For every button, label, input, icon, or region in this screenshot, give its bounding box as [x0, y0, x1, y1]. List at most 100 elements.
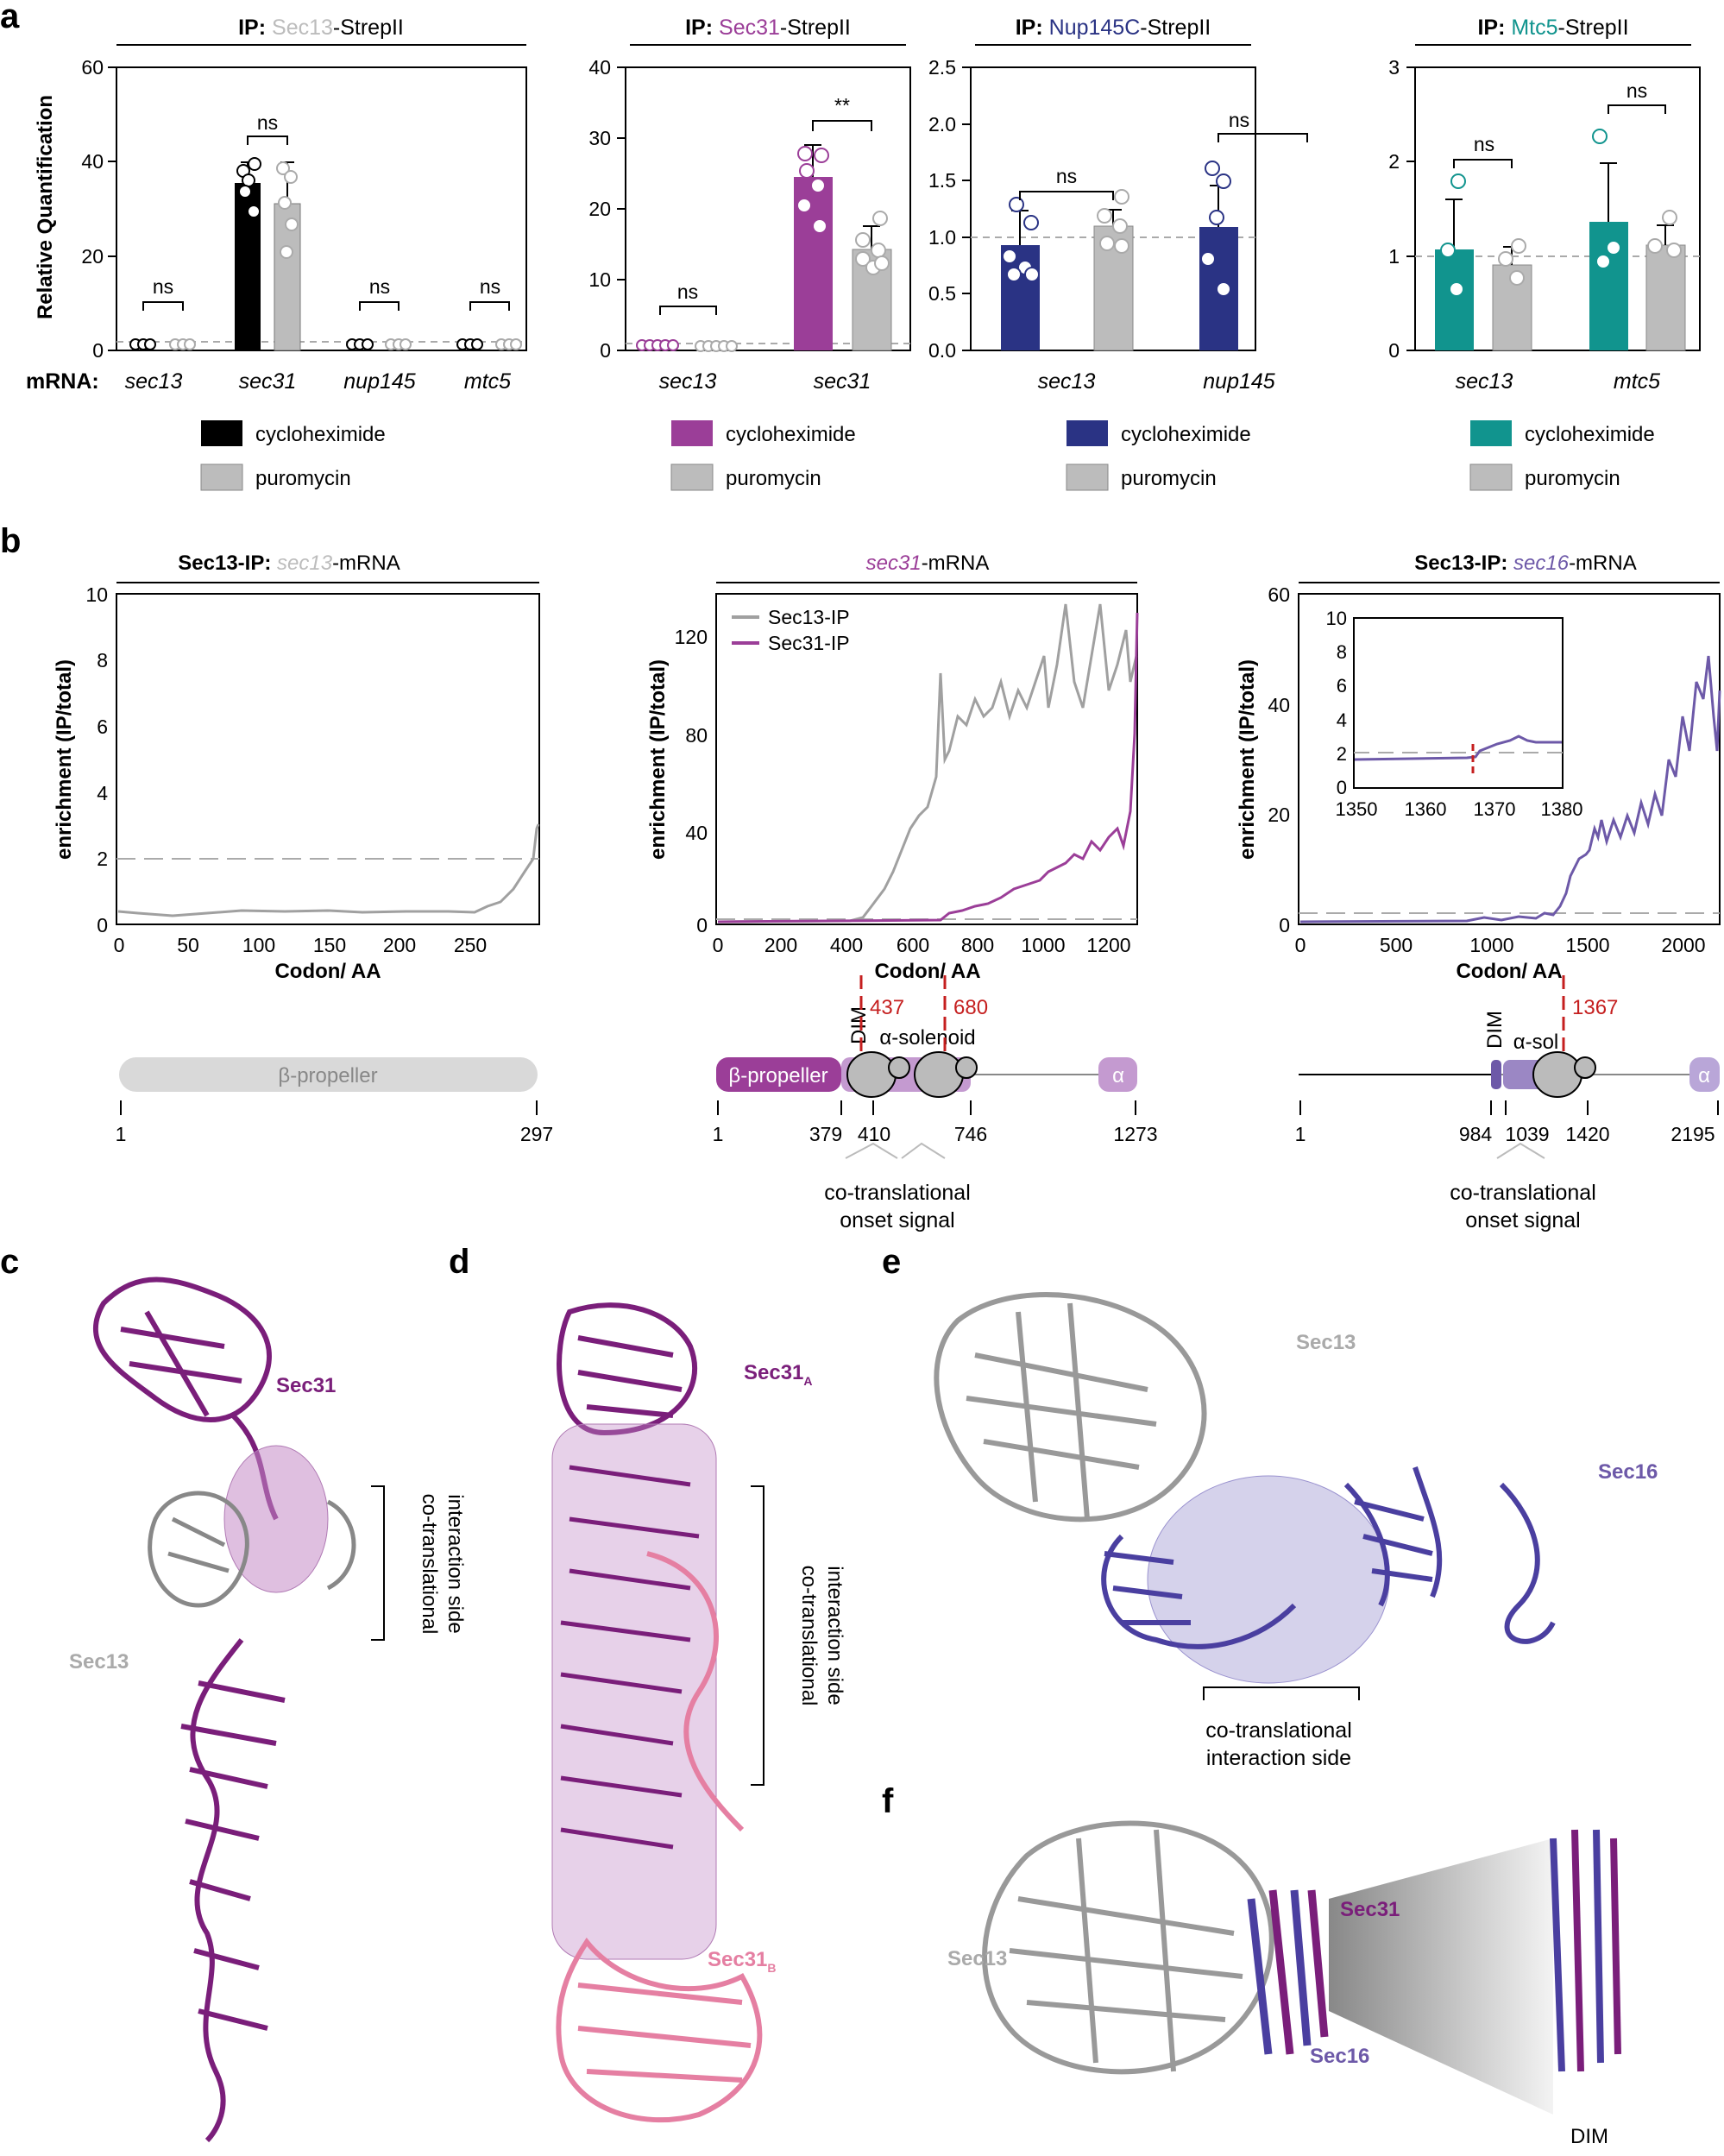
category-label: nup145 [343, 369, 416, 394]
svg-text:0: 0 [114, 934, 125, 956]
svg-text:α: α [1698, 1064, 1710, 1087]
svg-text:20: 20 [1268, 804, 1290, 826]
sec31b-structure [556, 1551, 763, 2123]
svg-text:400: 400 [830, 934, 863, 956]
svg-text:20: 20 [588, 198, 611, 220]
svg-text:250: 250 [454, 934, 487, 956]
svg-text:Sec31: Sec31 [1340, 1898, 1400, 1921]
ribosome-icon [1532, 1051, 1596, 1098]
panel-d-structure: Sec31A Sec31B co-translational interacti… [551, 1302, 846, 2123]
svg-text:10: 10 [85, 583, 108, 606]
chart-a1-ytick: 0 [92, 339, 104, 362]
svg-text:β-propeller: β-propeller [278, 1064, 377, 1087]
svg-text:1: 1 [1295, 1123, 1306, 1145]
svg-text:α-solenoid: α-solenoid [879, 1026, 975, 1050]
sig-ns: ns [153, 275, 173, 298]
svg-text:2000: 2000 [1661, 934, 1705, 956]
category-label: mtc5 [464, 369, 511, 394]
domain-map-sec31: β-propeller α DIM α-solenoid 437 680 1 3… [713, 975, 1158, 1232]
svg-text:nup145: nup145 [1203, 369, 1275, 394]
svg-text:40: 40 [1268, 694, 1290, 716]
panel-label-a: a [0, 0, 20, 35]
panel-label-b: b [0, 522, 21, 560]
svg-text:1200: 1200 [1086, 934, 1130, 956]
chart-a4: IP: Mtc5-StrepII 3 2 1 0 ns ns sec13 mtc… [1388, 16, 1701, 491]
svg-text:1000: 1000 [1469, 934, 1513, 956]
svg-text:1: 1 [1388, 245, 1400, 268]
svg-text:1.5: 1.5 [928, 169, 956, 192]
svg-text:10: 10 [1326, 608, 1347, 629]
legend-swatch-cycloheximide [201, 420, 242, 446]
sec13-propeller-domain [119, 1057, 538, 1092]
chart-a1-frame [116, 66, 527, 351]
svg-text:Sec31B: Sec31B [708, 1948, 777, 1975]
sec13-structure [148, 1491, 356, 1608]
svg-text:297: 297 [520, 1123, 553, 1145]
svg-text:enrichment (IP/total): enrichment (IP/total) [53, 659, 76, 860]
sec31-surface [223, 1445, 329, 1593]
panel-e-structure: Sec13 Sec16 co-translational interaction… [934, 1292, 1658, 1770]
svg-text:800: 800 [961, 934, 994, 956]
svg-text:co-translational: co-translational [1205, 1718, 1352, 1743]
svg-text:680: 680 [953, 996, 988, 1019]
svg-text:40: 40 [685, 822, 708, 844]
svg-text:0: 0 [1337, 777, 1347, 798]
svg-text:Codon/ AA: Codon/ AA [274, 960, 381, 983]
svg-text:Sec13: Sec13 [1296, 1331, 1356, 1354]
svg-text:100: 100 [242, 934, 275, 956]
sig-ns: ns [257, 111, 278, 134]
svg-text:0: 0 [97, 914, 108, 936]
domain-map-sec13: β-propeller 1 297 [116, 1057, 553, 1145]
svg-text:2.5: 2.5 [928, 56, 956, 79]
chart-a2-title: IP: Sec31-StrepII [685, 16, 851, 40]
panel-a: Relative Quantification mRNA: IP: Sec13-… [26, 16, 1701, 491]
sig-ns: ns [480, 275, 500, 298]
legend-swatch-puromycin [200, 463, 243, 491]
svg-text:2: 2 [1388, 150, 1400, 173]
svg-text:30: 30 [588, 127, 611, 149]
sec16-surface [1147, 1475, 1390, 1684]
svg-text:40: 40 [588, 56, 611, 79]
svg-text:onset signal: onset signal [840, 1208, 954, 1232]
svg-text:600: 600 [897, 934, 929, 956]
svg-text:10: 10 [588, 268, 611, 291]
svg-text:1370: 1370 [1474, 798, 1516, 820]
svg-text:interaction side: interaction side [1206, 1746, 1351, 1770]
svg-text:1039: 1039 [1505, 1123, 1549, 1145]
svg-text:enrichment (IP/total): enrichment (IP/total) [1236, 659, 1259, 860]
sec13-structure [982, 1820, 1274, 2075]
svg-text:interaction side: interaction side [823, 1566, 846, 1705]
plot-b3: Sec13-IP: sec16-mRNA enrichment (IP/tota… [1236, 552, 1721, 983]
svg-text:200: 200 [383, 934, 416, 956]
sec31a-structure [557, 1302, 697, 1436]
svg-text:α-sol: α-sol [1513, 1031, 1559, 1054]
svg-text:4: 4 [97, 782, 108, 804]
svg-text:cycloheximide: cycloheximide [726, 423, 856, 446]
svg-text:1000: 1000 [1021, 934, 1065, 956]
svg-text:Sec31: Sec31 [276, 1374, 336, 1397]
svg-text:Sec13: Sec13 [69, 1650, 129, 1674]
plot-b3-title: Sec13-IP: sec16-mRNA [1414, 552, 1636, 575]
svg-text:200: 200 [764, 934, 797, 956]
svg-text:0: 0 [600, 339, 611, 362]
svg-text:0: 0 [1388, 339, 1400, 362]
svg-text:mtc5: mtc5 [1614, 369, 1660, 394]
svg-text:0: 0 [696, 914, 708, 936]
plot-b3-inset: 10 8 6 4 2 0 1350 1360 1370 1380 [1326, 608, 1583, 820]
legend-puromycin: puromycin [255, 467, 351, 490]
panel-label-f: f [882, 1782, 894, 1820]
svg-text:746: 746 [954, 1123, 987, 1145]
plot-b2-title: sec31-mRNA [866, 552, 990, 575]
svg-text:interaction side: interaction side [444, 1494, 467, 1633]
svg-text:0: 0 [1279, 914, 1290, 936]
svg-text:6: 6 [97, 716, 108, 738]
svg-text:co-translational: co-translational [797, 1566, 821, 1706]
panel-f-structure: Sec13 Sec31 Sec16 DIM [947, 1820, 1621, 2148]
svg-text:6: 6 [1337, 675, 1347, 697]
category-label: sec31 [239, 369, 297, 394]
line-b2-sec13 [717, 603, 1138, 924]
svg-text:0.0: 0.0 [928, 339, 956, 362]
svg-text:ns: ns [1474, 133, 1494, 155]
svg-text:DIM: DIM [847, 1006, 871, 1044]
svg-text:1360: 1360 [1405, 798, 1447, 820]
